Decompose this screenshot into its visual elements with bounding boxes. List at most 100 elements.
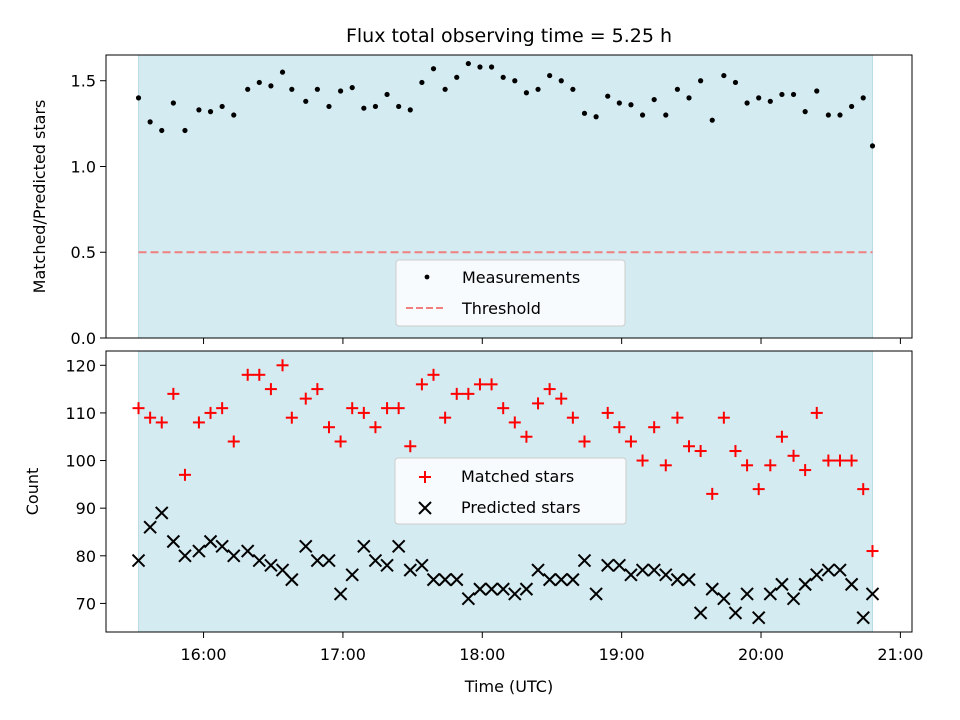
- predicted-stars-points: [131, 506, 880, 625]
- predicted-star-point: [473, 582, 487, 596]
- y-tick-label: 110: [65, 404, 96, 423]
- matched-star-point: [227, 435, 240, 448]
- matched-star-point: [822, 454, 835, 467]
- bottom-legend-box: [394, 457, 627, 525]
- matched-star-point: [555, 392, 568, 405]
- legend-measurements-marker: [424, 274, 430, 280]
- measurement-point: [135, 95, 142, 101]
- matched-star-point: [578, 435, 591, 448]
- matched-star-point: [241, 368, 254, 381]
- measurement-point: [268, 83, 274, 89]
- predicted-star-point: [670, 572, 685, 587]
- x-tick-label: 21:00: [877, 645, 923, 664]
- measurement-point: [349, 84, 355, 91]
- measurement-point: [616, 100, 622, 106]
- bottom-legend: Matched stars Predicted stars: [394, 457, 627, 525]
- bottom-panel: 70 80 90 100 110 120 16:00 17:00 18:00 19:00 20:0…: [23, 350, 923, 696]
- matched-star-point: [369, 421, 382, 434]
- matched-star-point: [543, 383, 556, 396]
- matched-star-point: [683, 440, 696, 453]
- predicted-star-point: [166, 534, 181, 549]
- top-legend-box: [395, 259, 626, 327]
- top-panel: 0.0 0.5 1.0 1.5 Matched/Predicted stars Mea…: [30, 54, 913, 348]
- predicted-star-point: [682, 572, 696, 587]
- measurement-point: [279, 69, 286, 75]
- predicted-star-point: [601, 558, 615, 573]
- measurement-point: [289, 86, 295, 92]
- y-tick-label: 0.0: [71, 329, 96, 348]
- predicted-star-point: [450, 572, 464, 587]
- matched-star-point: [357, 406, 370, 419]
- matched-star-point: [450, 387, 463, 400]
- predicted-star-point: [227, 549, 241, 563]
- predicted-star-point: [438, 572, 452, 587]
- predicted-star-point: [798, 577, 812, 592]
- measurement-point: [231, 112, 237, 118]
- predicted-star-point: [833, 563, 847, 577]
- legend-predicted-label: Predicted stars: [461, 498, 581, 517]
- predicted-star-point: [192, 544, 206, 558]
- matched-star-point: [167, 387, 180, 400]
- matched-star-point: [346, 402, 359, 415]
- predicted-star-point: [426, 572, 441, 587]
- predicted-star-point: [508, 587, 522, 601]
- predicted-star-point: [554, 572, 568, 587]
- predicted-star-point: [345, 568, 359, 582]
- matched-star-point: [764, 459, 777, 472]
- matched-star-point: [671, 411, 684, 424]
- measurement-point: [219, 103, 225, 110]
- predicted-star-point: [566, 572, 580, 587]
- predicted-star-point: [577, 553, 592, 568]
- predicted-star-point: [624, 568, 638, 582]
- matched-star-point: [601, 406, 614, 419]
- matched-star-point: [613, 421, 626, 434]
- legend-measurements-label: Measurements: [462, 268, 580, 287]
- predicted-star-point: [647, 563, 661, 577]
- matched-star-point: [833, 454, 846, 467]
- matched-star-point: [799, 464, 812, 477]
- predicted-star-point: [380, 558, 394, 573]
- matched-star-point: [485, 378, 498, 391]
- measurement-point: [721, 72, 727, 79]
- predicted-star-point: [728, 606, 743, 620]
- predicted-star-point: [740, 587, 754, 601]
- predicted-star-point: [215, 539, 229, 553]
- measurement-point: [756, 95, 762, 101]
- measurement-point: [535, 86, 541, 92]
- measurement-point: [361, 105, 367, 111]
- measurement-point: [628, 102, 634, 108]
- measurement-point: [814, 88, 820, 94]
- matched-star-point: [741, 459, 754, 472]
- measurement-point: [732, 79, 739, 86]
- matched-star-point: [311, 383, 324, 396]
- bottom-y-axis-label: Count: [23, 468, 42, 516]
- predicted-star-point: [357, 539, 371, 553]
- matched-star-point: [322, 421, 335, 434]
- measurement-point: [698, 78, 704, 84]
- predicted-star-point: [763, 587, 778, 601]
- y-tick-label: 1.5: [71, 72, 96, 91]
- matched-star-point: [381, 402, 394, 415]
- predicted-star-point: [203, 534, 218, 549]
- measurement-point: [442, 86, 448, 92]
- measurement-point: [372, 103, 379, 110]
- y-tick-label: 80: [76, 547, 96, 566]
- x-tick-label: 17:00: [320, 645, 366, 664]
- measurement-point: [326, 103, 332, 110]
- top-y-axis-label: Matched/Predicted stars: [30, 100, 49, 294]
- measurement-point: [849, 103, 855, 110]
- matched-star-point: [636, 454, 649, 467]
- predicted-star-point: [786, 591, 801, 606]
- measurement-point: [790, 91, 797, 98]
- measurement-point: [384, 91, 390, 98]
- matched-stars-points: [132, 359, 879, 558]
- matched-star-point: [276, 359, 289, 372]
- predicted-star-point: [705, 582, 719, 596]
- predicted-star-point: [299, 539, 313, 553]
- x-tick-label: 16:00: [181, 645, 227, 664]
- predicted-star-point: [635, 563, 650, 577]
- measurement-point: [407, 107, 413, 113]
- y-tick-label: 120: [65, 356, 96, 375]
- matched-star-point: [178, 468, 191, 481]
- measurement-point: [869, 143, 876, 149]
